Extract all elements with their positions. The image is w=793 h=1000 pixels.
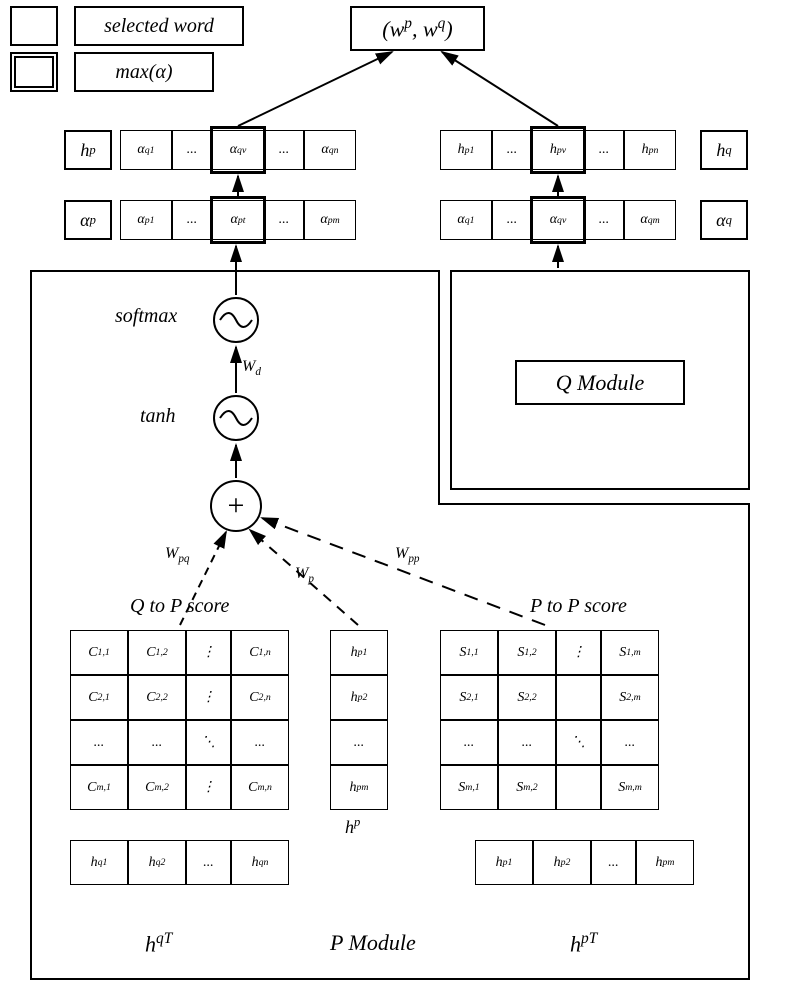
- hp-label-left: hp: [64, 130, 112, 170]
- softmax-label: softmax: [115, 305, 177, 328]
- hq-row: hq1 hq2 ... hqn: [70, 840, 289, 885]
- wpq-label: Wpq: [165, 545, 190, 565]
- wpp-label: Wpp: [395, 545, 420, 565]
- hp-col: hp1 hp2 ... hpm: [330, 630, 388, 810]
- c-matrix: C1,1C1,2⋮C1,n C2,1C2,2⋮C2,n ......⋱... C…: [70, 630, 289, 810]
- hp-row: hp1 hp2 ... hpm: [475, 840, 694, 885]
- hpT-label: hpT: [570, 930, 597, 957]
- q-module-label-2: Q Module: [515, 360, 685, 405]
- s-matrix: S1,1S1,2⋮S1,m S2,1S2,2S2,m ......⋱... Sm…: [440, 630, 659, 810]
- legend-sw-swatch: [10, 6, 58, 46]
- diagram-canvas: selected word max(α) (wp, wq) hp αq1 ...…: [0, 0, 793, 1000]
- alpha-p-selected: [210, 196, 266, 244]
- alpha-q-label: αq: [700, 200, 748, 240]
- wp-label: Wp: [295, 565, 314, 585]
- alpha-q-selected: [530, 196, 586, 244]
- hq-right-selected: [530, 126, 586, 174]
- wd-label: Wd: [242, 358, 261, 378]
- alpha-p-label: αp: [64, 200, 112, 240]
- ptop-title: P to P score: [530, 595, 627, 618]
- softmax-node: [213, 297, 259, 343]
- plus-node: +: [210, 480, 262, 532]
- hq-label-right: hq: [700, 130, 748, 170]
- hp-left-selected: [210, 126, 266, 174]
- hp-col-label: hp: [345, 815, 360, 838]
- legend-max-swatch-inner: [14, 56, 54, 88]
- tanh-label: tanh: [140, 405, 176, 428]
- qtop-title: Q to P score: [130, 595, 229, 618]
- tanh-node: [213, 395, 259, 441]
- pmodule-label: P Module: [330, 930, 416, 956]
- legend-max-label: max(α): [74, 52, 214, 92]
- hqT-label: hqT: [145, 930, 172, 957]
- legend-sw-label: selected word: [74, 6, 244, 46]
- output-pair: (wp, wq): [350, 6, 485, 51]
